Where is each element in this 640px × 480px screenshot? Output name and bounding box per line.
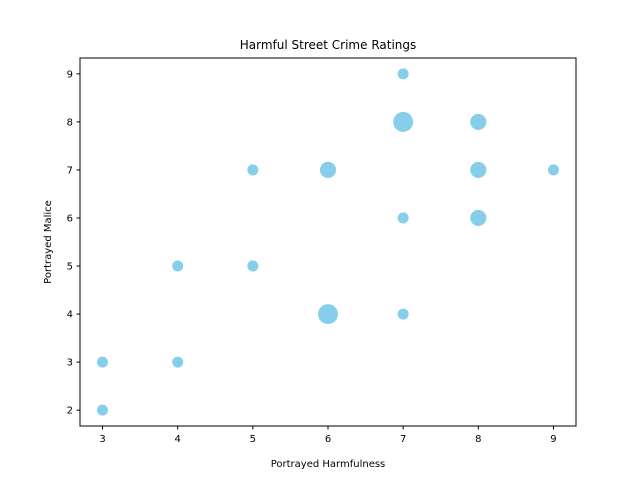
x-tick-label: 7 [400, 434, 406, 445]
data-point-11 [393, 111, 414, 132]
data-point-6 [247, 164, 259, 176]
y-tick-label: 6 [67, 213, 73, 224]
x-tick-label: 8 [475, 434, 481, 445]
y-tick-label: 4 [67, 310, 73, 321]
data-point-14 [470, 161, 487, 179]
data-point-1 [97, 404, 109, 416]
data-point-16 [547, 164, 559, 176]
data-point-7 [318, 304, 338, 325]
x-tick-label: 4 [175, 434, 181, 445]
x-axis: 3 4 5 6 7 8 9 [99, 426, 557, 445]
data-point-15 [470, 113, 487, 130]
x-tick-label: 5 [250, 434, 256, 445]
y-tick-label: 2 [67, 406, 73, 417]
chart-title: Harmful Street Crime Ratings [240, 38, 417, 52]
data-point-9 [397, 308, 409, 320]
y-tick-label: 8 [67, 117, 73, 128]
data-point-5 [247, 260, 259, 272]
data-point-10 [397, 212, 409, 224]
y-tick-label: 7 [67, 165, 73, 176]
data-point-3 [172, 356, 184, 368]
y-tick-label: 5 [67, 262, 73, 273]
data-point-12 [397, 68, 409, 80]
y-axis: 2 3 4 5 6 7 8 9 [67, 69, 80, 417]
y-tick-label: 9 [67, 69, 73, 80]
x-tick-label: 9 [550, 434, 556, 445]
data-point-4 [172, 260, 184, 272]
points-layer [97, 68, 559, 416]
x-tick-label: 6 [325, 434, 331, 445]
x-axis-label: Portrayed Harmfulness [271, 459, 386, 470]
y-tick-label: 3 [67, 358, 73, 369]
data-point-13 [470, 209, 487, 227]
plot-frame [79, 57, 577, 427]
data-point-8 [319, 161, 337, 179]
x-tick-label: 3 [99, 434, 105, 445]
y-axis-label: Portrayed Malice [43, 200, 54, 284]
data-point-2 [97, 356, 109, 368]
